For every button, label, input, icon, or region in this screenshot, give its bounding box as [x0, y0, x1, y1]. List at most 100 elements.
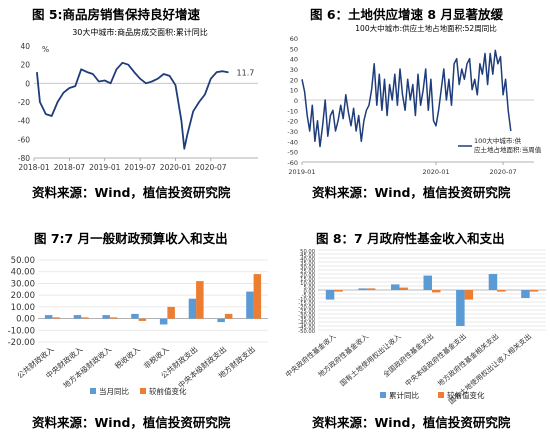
bar	[253, 274, 262, 319]
line-chart: 30大中城市:商品房成交面积:累计同比 -80 -60 -40 -20 0 20 40 2018…	[18, 27, 258, 172]
y-tick-label: 15.00	[300, 277, 315, 283]
bar	[521, 290, 530, 298]
y-tick-label: -30	[287, 128, 298, 136]
y-tick-label: 50	[290, 45, 298, 53]
chart-panel: 100大中城市:供应土地占地面积:52周同比 -60 -50 -40 -30 -20 -10…	[276, 22, 548, 180]
bar	[81, 317, 89, 319]
category-label: 中央本级财政支出	[176, 344, 228, 390]
source-note: 资料来源：Wind，植信投资研究院	[32, 185, 231, 200]
y-tick-label: 20	[20, 61, 30, 70]
y-tick-label: 10.00	[300, 281, 315, 287]
figure-title: 图 7:7 月一般财政预算收入和支出	[34, 231, 228, 246]
bar	[196, 281, 204, 319]
figure-title: 图 5:商品房销售保持良好增速	[32, 7, 201, 22]
y-tick-label: 0	[25, 79, 30, 88]
bar	[334, 290, 343, 292]
y-tick-label: -30.00	[298, 313, 315, 319]
y-tick-label: -10.00	[298, 297, 315, 303]
legend-line: 应土地占地面积:当周值	[474, 145, 542, 154]
y-tick-label: -20.00	[8, 338, 35, 348]
x-tick-label: 2020-01	[160, 163, 192, 172]
y-tick-label: -50	[287, 149, 298, 157]
y-tick-label: 30.00	[11, 279, 35, 289]
bar	[73, 315, 82, 319]
category-label: 中央本级政府性基金支出	[403, 332, 468, 388]
series-line	[36, 61, 229, 150]
y-tick-label: 10	[290, 87, 298, 95]
legend-swatch	[438, 392, 444, 398]
x-tick-label: 2019-01	[89, 163, 121, 172]
y-tick-label: -35.00	[298, 317, 315, 323]
bar	[167, 306, 175, 319]
y-tick-label: 20.00	[300, 273, 315, 279]
bar	[423, 275, 432, 290]
y-tick-label: 20	[290, 76, 298, 84]
bar	[131, 313, 139, 319]
y-tick-label: 30	[290, 66, 298, 74]
bar	[224, 313, 233, 319]
legend-label: 累计同比	[389, 390, 419, 400]
bar	[325, 290, 335, 300]
bar	[102, 315, 110, 319]
bar	[246, 291, 254, 319]
bar	[456, 290, 465, 326]
y-tick-label: -40.00	[298, 321, 315, 327]
bar	[358, 288, 367, 290]
bar	[488, 274, 498, 290]
y-tick-label: 40	[20, 42, 30, 51]
source-note: 资料来源：Wind，植信投资研究院	[32, 415, 231, 430]
bar	[464, 290, 474, 300]
y-tick-label: -40	[18, 117, 30, 126]
y-tick-label: 40.00	[11, 268, 35, 278]
legend-label: 较前值变化	[149, 386, 187, 396]
chart-panel: 30大中城市:商品房成交面积:累计同比 -80 -60 -40 -20 0 20 40 2018…	[0, 22, 272, 180]
x-tick-label: 2018-07	[54, 163, 86, 172]
y-tick-label: 25.00	[300, 269, 315, 275]
legend-line: 100大中城市:供	[474, 136, 522, 145]
y-tick-label: -40	[287, 138, 298, 146]
y-tick-label: -10.00	[8, 326, 35, 336]
bar	[52, 317, 60, 319]
bar	[497, 290, 506, 292]
x-tick-label: 2018-01	[18, 163, 50, 172]
y-tick-label: -20	[18, 98, 30, 107]
y-tick-label: 35.00	[300, 261, 315, 267]
y-tick-label: 0	[294, 97, 298, 105]
bar	[159, 318, 168, 325]
x-tick-label: 2019-01	[288, 168, 315, 176]
y-tick-label: 20.00	[11, 291, 35, 301]
legend-swatch	[90, 388, 96, 394]
bar-chart: -50.00-45.00-40.00-35.00-30.00-25.00-20.…	[284, 249, 546, 406]
bar	[366, 288, 376, 290]
y-tick-label: -25.00	[298, 309, 315, 315]
figure-title: 图 6：土地供应增速 8 月显著放缓	[310, 7, 503, 22]
y-tick-label: -60	[18, 135, 30, 144]
x-tick-label: 2020-01	[422, 168, 449, 176]
figure-title: 图 8：7 月政府性基金收入和支出	[316, 231, 505, 246]
bar	[432, 290, 441, 293]
y-tick-label: 5.00	[303, 285, 315, 291]
y-axis-unit: %	[42, 45, 49, 54]
category-label: 国有土地使用权出让收入	[338, 332, 403, 388]
category-label: 地方本级财政收入	[61, 344, 114, 391]
legend-label: 100大中城市:供应土地占地面积:当周值	[474, 136, 542, 154]
bar	[44, 315, 53, 319]
chart-panel: -20.00 -10.00 0.00 10.00 20.00 30.00 40.00 50.0…	[0, 246, 272, 406]
y-tick-label: -45.00	[298, 325, 315, 331]
y-tick-label: 60	[290, 35, 298, 43]
y-tick-label: 50.00	[11, 256, 35, 266]
bar	[138, 318, 147, 321]
y-tick-label: 10.00	[11, 303, 35, 313]
category-label: 地方政府性基金相关支出	[436, 332, 501, 388]
end-value-label: 11.7	[237, 68, 255, 77]
y-tick-label: -80	[18, 154, 30, 163]
y-tick-label: -15.00	[298, 301, 315, 307]
y-tick-label: 0.00	[16, 315, 35, 325]
y-tick-label: -60	[287, 159, 298, 167]
y-tick-label: -20	[287, 118, 298, 126]
y-tick-label: -50.00	[298, 329, 315, 335]
source-note: 资料来源：Wind，植信投资研究院	[312, 415, 511, 430]
x-tick-label: 2020-07	[489, 168, 516, 176]
bar	[109, 317, 118, 319]
